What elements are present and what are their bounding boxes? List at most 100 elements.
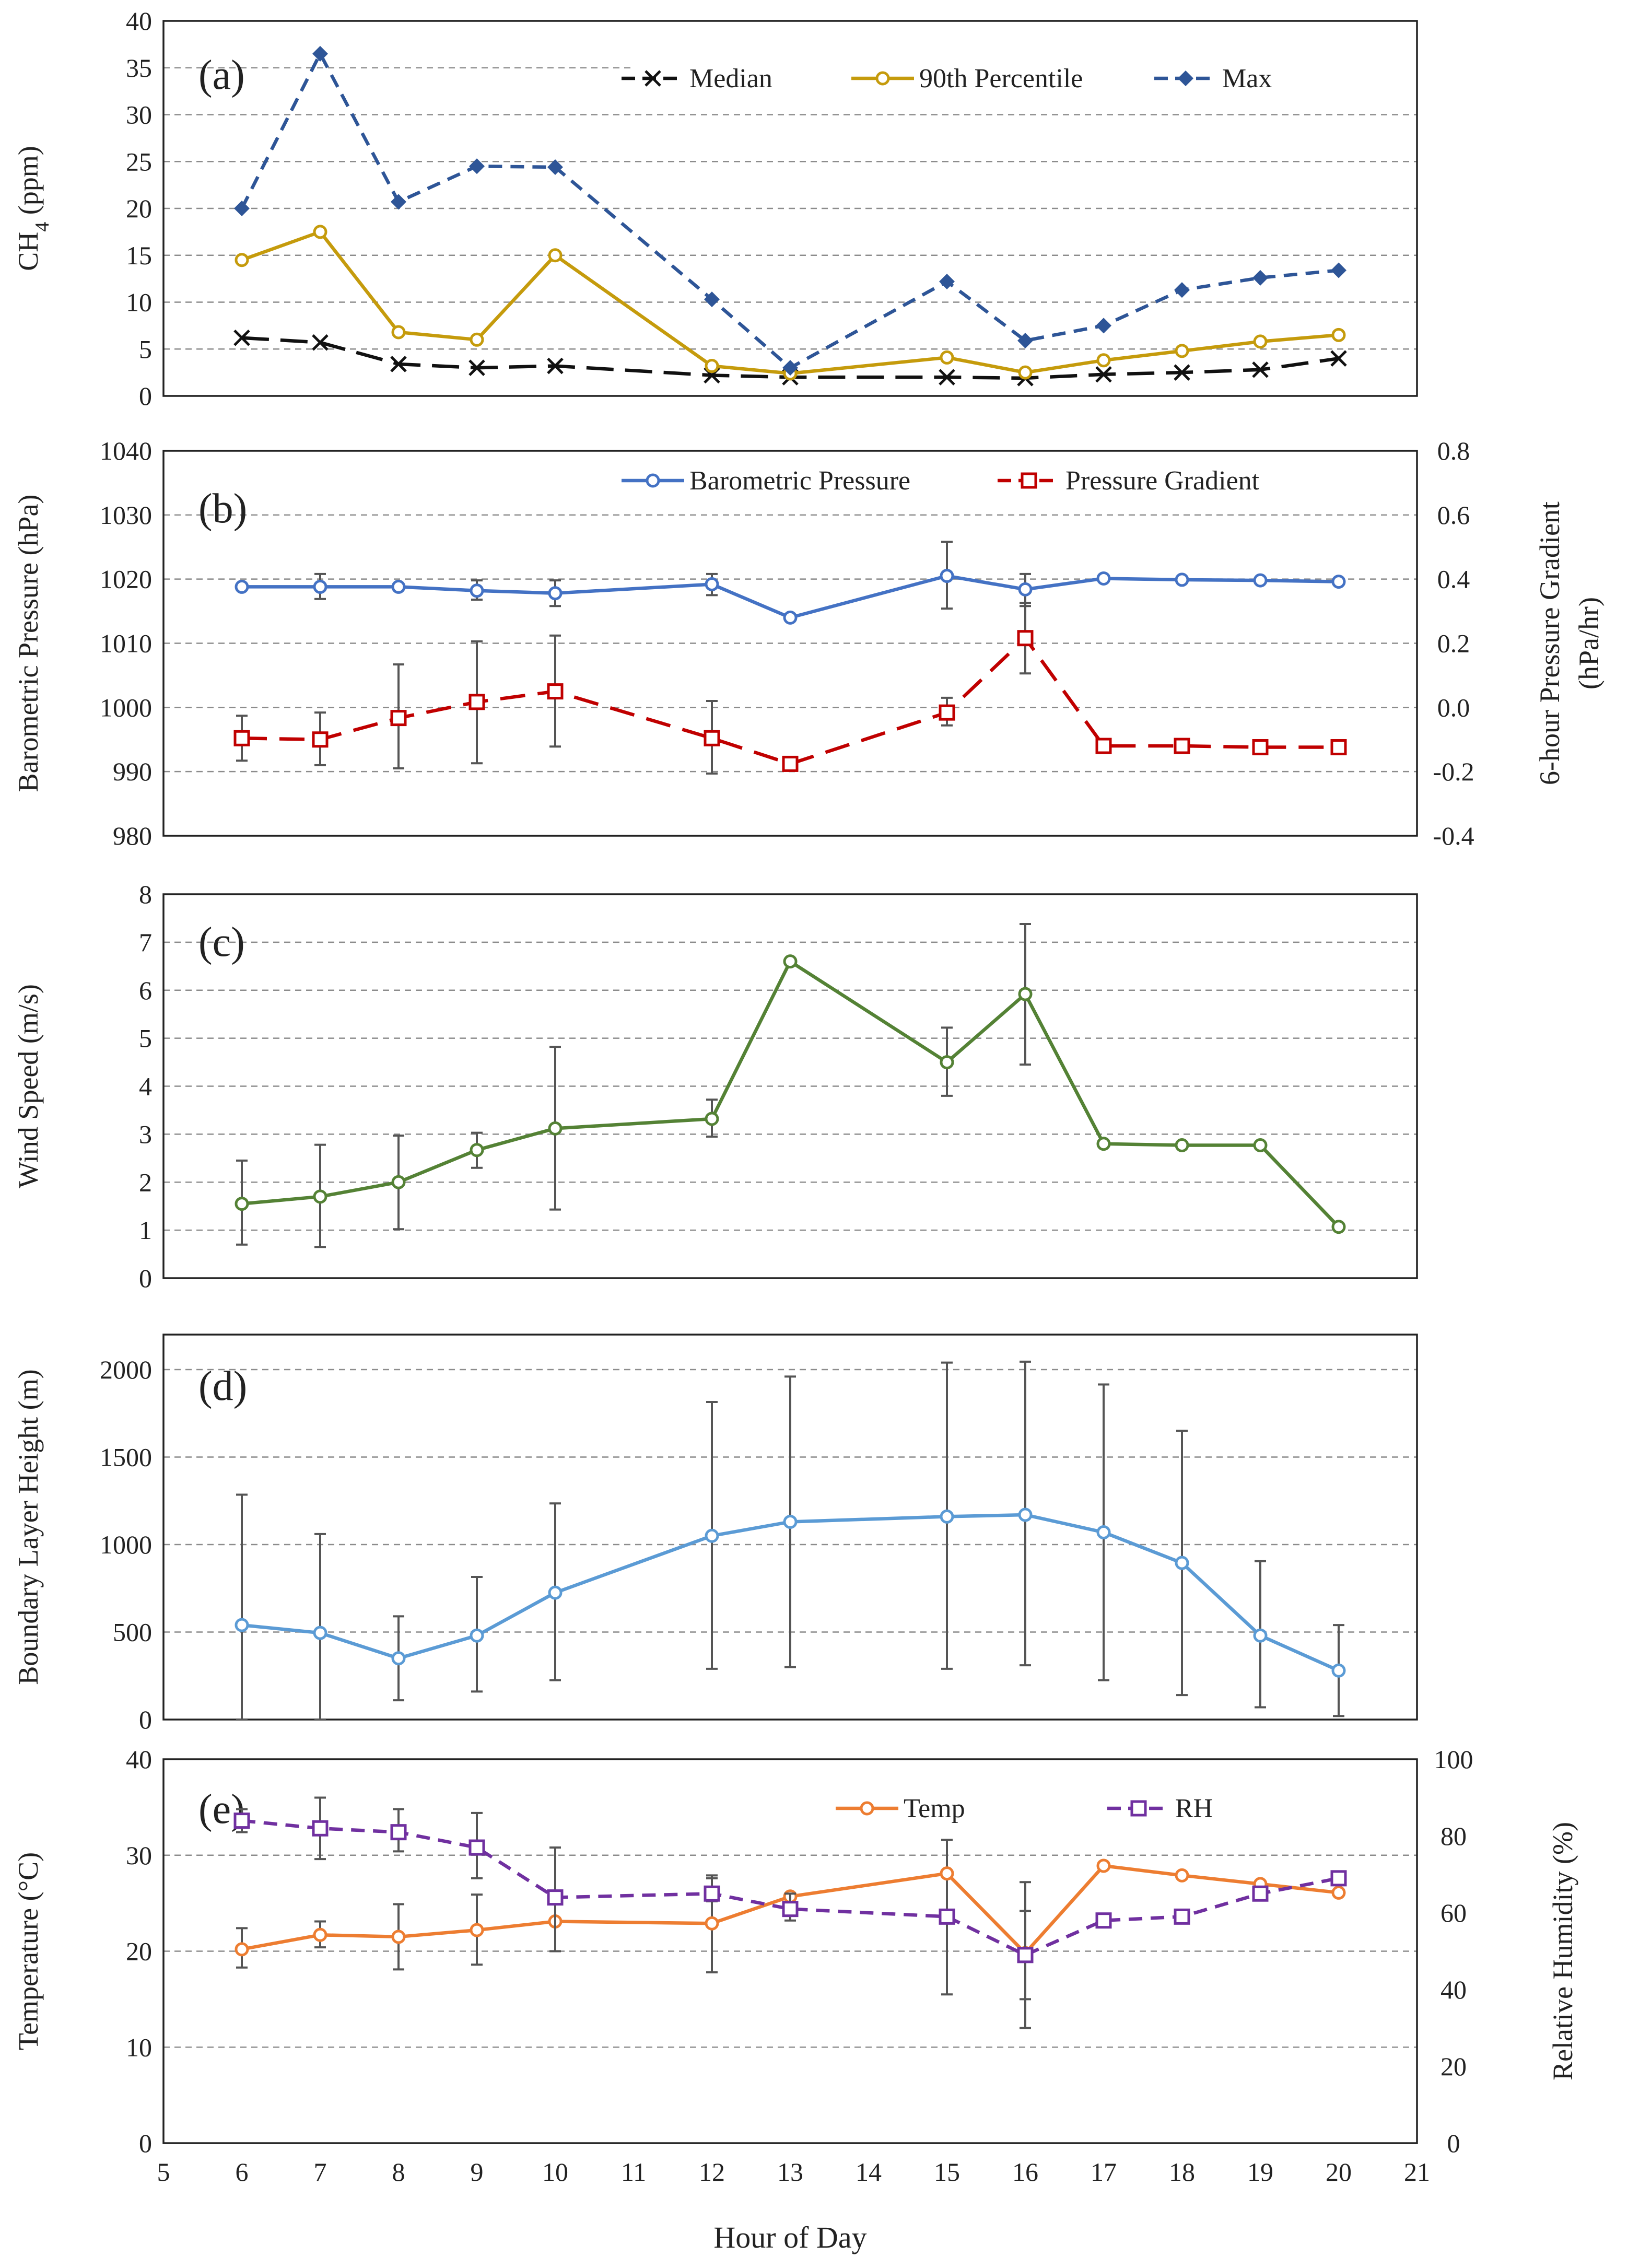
data-point — [782, 360, 798, 376]
data-point — [312, 334, 329, 351]
data-point — [235, 1618, 249, 1632]
y-tick-label: 1500 — [100, 1443, 152, 1472]
data-point — [547, 683, 564, 700]
legend-entry: Pressure Gradient — [998, 466, 1260, 496]
chart-panel-b: 980 990 1000 1010 1020 1030 1040 -0.4 -0.2 0.0 0.2… — [13, 436, 1604, 850]
data-point — [704, 730, 720, 746]
legend-label: Median — [689, 64, 772, 93]
data-point — [1331, 262, 1346, 278]
x-tick-label: 13 — [777, 2157, 803, 2187]
data-point — [390, 710, 407, 727]
legend-marker — [646, 473, 660, 488]
x-tick-label: 6 — [236, 2157, 249, 2187]
y2-tick-label: 80 — [1440, 1821, 1467, 1851]
data-point — [705, 359, 719, 373]
series-wind-speed — [235, 922, 1346, 1248]
y-tick-label: 10 — [126, 288, 152, 317]
y-tick-label: 2000 — [100, 1355, 152, 1384]
y-tick-label: 20 — [126, 1937, 152, 1966]
plot-frame — [162, 20, 1418, 397]
data-point — [233, 329, 250, 346]
y-tick-label: 25 — [126, 147, 152, 176]
y-tick-label: 1020 — [100, 565, 152, 594]
y-axis-label: Boundary Layer Height (m) — [13, 1369, 44, 1685]
y-tick-label: 10 — [126, 2032, 152, 2062]
data-point — [1095, 738, 1112, 754]
data-point — [234, 201, 250, 216]
data-point — [1252, 361, 1269, 378]
data-point — [235, 1197, 249, 1211]
data-point — [939, 704, 955, 721]
data-point — [391, 325, 406, 340]
y2-axis-label-line1: 6-hour Pressure Gradient — [1534, 501, 1565, 785]
data-point — [705, 1916, 719, 1931]
x-tick-label: 17 — [1091, 2157, 1117, 2187]
legend-label: RH — [1175, 1794, 1213, 1823]
data-point — [705, 1112, 719, 1126]
legend-marker — [875, 71, 890, 86]
series-pressure-gradient — [233, 602, 1347, 775]
data-point — [1253, 1138, 1268, 1153]
y-axis-label: Temperature (°C) — [13, 1852, 44, 2050]
data-point — [939, 274, 955, 290]
data-point — [391, 1651, 406, 1666]
data-point — [470, 1628, 484, 1643]
y-axis-label: Barometric Pressure (hPa) — [13, 495, 44, 792]
y-tick-label: 4 — [139, 1072, 152, 1101]
legend-entry: Max — [1154, 64, 1272, 93]
data-point — [1330, 1870, 1347, 1887]
y-tick-label: 980 — [113, 821, 152, 850]
data-point — [1096, 353, 1111, 368]
data-point — [1175, 1868, 1189, 1883]
data-point — [1018, 987, 1033, 1001]
y-tick-label: 2 — [139, 1167, 152, 1197]
data-point — [939, 1908, 955, 1925]
y2-tick-label: -0.2 — [1433, 757, 1474, 786]
data-point — [1330, 350, 1347, 367]
data-point — [548, 248, 563, 263]
x-tick-label: 5 — [157, 2157, 170, 2187]
data-point — [1252, 739, 1269, 755]
y-tick-label: 1000 — [100, 693, 152, 722]
panel-label: (c) — [198, 919, 245, 965]
data-point — [940, 1509, 954, 1524]
data-point — [1018, 582, 1033, 597]
y-tick-label: 30 — [126, 1841, 152, 1870]
plot-frame — [162, 450, 1418, 837]
data-point — [469, 694, 485, 710]
data-point — [1096, 1525, 1111, 1540]
y2-tick-label: 0.0 — [1437, 693, 1470, 722]
data-point — [1174, 364, 1190, 381]
y2-tick-label: 100 — [1434, 1745, 1473, 1774]
data-point — [1331, 328, 1346, 342]
y-tick-label: 40 — [126, 6, 152, 36]
data-point — [1175, 1138, 1189, 1153]
y-tick-label: 1 — [139, 1215, 152, 1245]
data-point — [313, 1626, 327, 1640]
y2-axis-label: Relative Humidity (%) — [1547, 1822, 1578, 2080]
data-point — [1096, 318, 1111, 334]
chart-panel-a: 0 5 10 15 20 25 30 35 40 CH4 (ppm) (a) Median 90th P… — [13, 6, 1418, 411]
data-point — [783, 954, 798, 969]
x-tick-label: 15 — [934, 2157, 960, 2187]
data-point — [391, 1930, 406, 1944]
y-tick-label: 0 — [139, 1705, 152, 1734]
data-point — [548, 586, 563, 601]
y-tick-label: 1040 — [100, 436, 152, 465]
y-tick-label: 20 — [126, 194, 152, 223]
legend-label: Temp — [904, 1794, 965, 1823]
data-point — [940, 1866, 954, 1881]
data-point — [704, 291, 720, 308]
x-tick-label: 21 — [1404, 2157, 1430, 2187]
data-point — [390, 1824, 407, 1841]
data-point — [235, 579, 249, 594]
data-point — [1018, 1507, 1033, 1522]
data-point — [1095, 1912, 1112, 1929]
data-point — [470, 332, 484, 347]
chart-panel-e: 0 10 20 30 40 0 20 40 60 80 100 Temperature (°C) Rel… — [13, 1745, 1578, 2254]
legend-marker — [645, 70, 661, 87]
data-point — [1174, 282, 1190, 298]
chart-panel-d: 0 500 1000 1500 2000 Boundary Layer Height (m… — [13, 1334, 1418, 1734]
y2-tick-label: -0.4 — [1433, 821, 1474, 850]
